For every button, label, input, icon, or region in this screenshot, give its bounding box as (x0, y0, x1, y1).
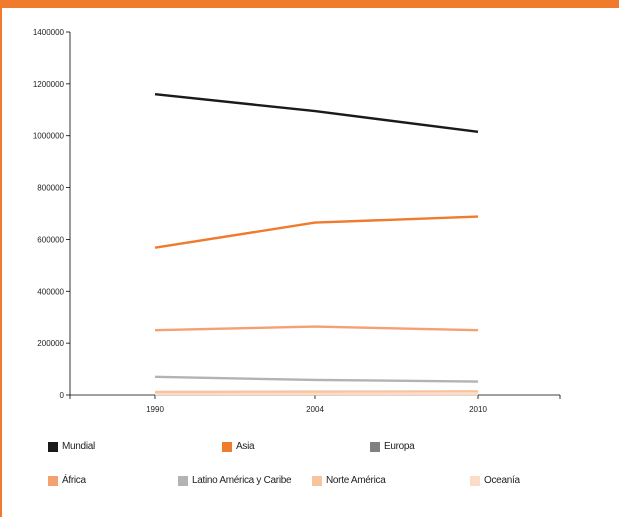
y-tick-label: 800000 (37, 184, 64, 193)
series-line (154, 93, 479, 134)
y-tick-label: 600000 (37, 235, 64, 244)
header-accent-bar (0, 0, 619, 8)
x-tick-label: 2010 (469, 405, 487, 414)
series-line (154, 390, 479, 394)
y-tick-label: 1400000 (33, 28, 65, 37)
y-tick-label: 0 (60, 391, 65, 400)
left-accent-rule (0, 0, 2, 517)
series-line (154, 215, 479, 249)
y-tick-label: 1200000 (33, 80, 65, 89)
series-line (154, 325, 479, 332)
y-tick-label: 200000 (37, 339, 64, 348)
x-tick-label: 1990 (146, 405, 164, 414)
series-line (154, 375, 479, 383)
y-tick-label: 400000 (37, 287, 64, 296)
x-tick-label: 2004 (306, 405, 324, 414)
y-tick-label: 1000000 (33, 132, 65, 141)
